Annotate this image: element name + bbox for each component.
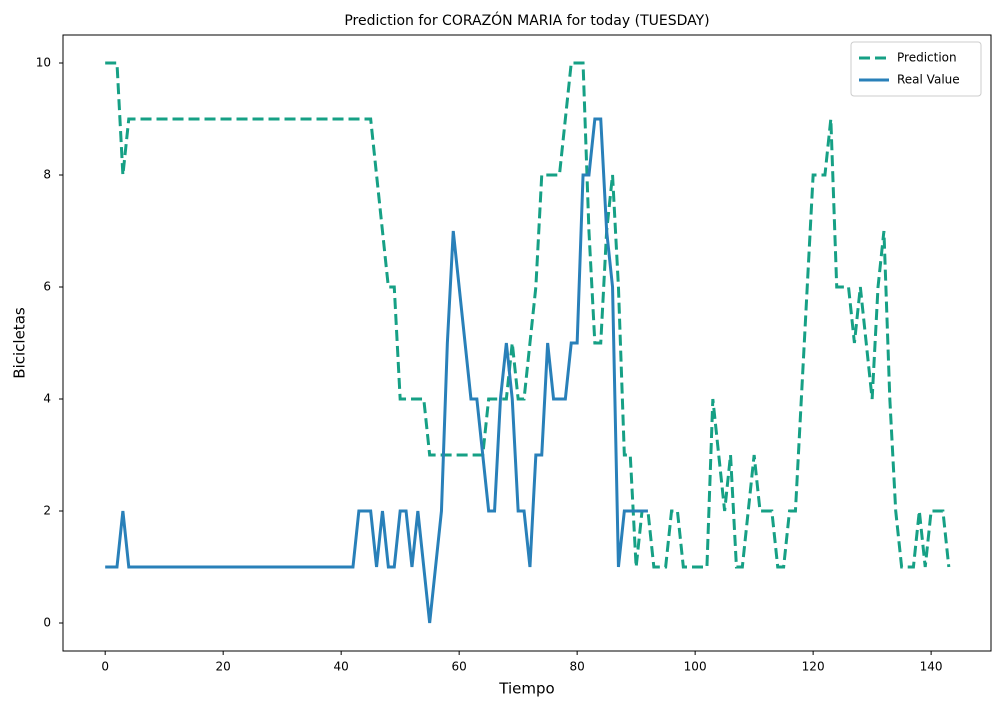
x-tick-label: 80 <box>570 660 585 674</box>
series-line <box>105 117 648 624</box>
plot-frame <box>62 34 992 652</box>
y-tick-label: 4 <box>43 392 51 406</box>
x-tick-label: 0 <box>101 660 109 674</box>
chart-title: Prediction for CORAZÓN MARIA for today (… <box>344 11 709 29</box>
x-tick-label: 100 <box>684 660 707 674</box>
legend-label: Real Value <box>897 73 960 87</box>
y-tick-label: 2 <box>43 504 51 518</box>
x-tick-label: 60 <box>452 660 467 674</box>
legend-label: Prediction <box>897 51 957 65</box>
y-tick-label: 0 <box>43 616 51 630</box>
legend-box <box>850 41 982 97</box>
x-tick-label: 40 <box>334 660 349 674</box>
y-tick-label: 8 <box>43 168 51 182</box>
x-axis-label: Tiempo <box>498 680 554 698</box>
y-tick-label: 10 <box>36 56 51 70</box>
x-tick-label: 140 <box>920 660 943 674</box>
x-tick-label: 20 <box>216 660 231 674</box>
x-tick-label: 120 <box>802 660 825 674</box>
series-line <box>105 61 951 569</box>
y-tick-label: 6 <box>43 280 51 294</box>
y-axis-label: Bicicletas <box>11 307 29 379</box>
